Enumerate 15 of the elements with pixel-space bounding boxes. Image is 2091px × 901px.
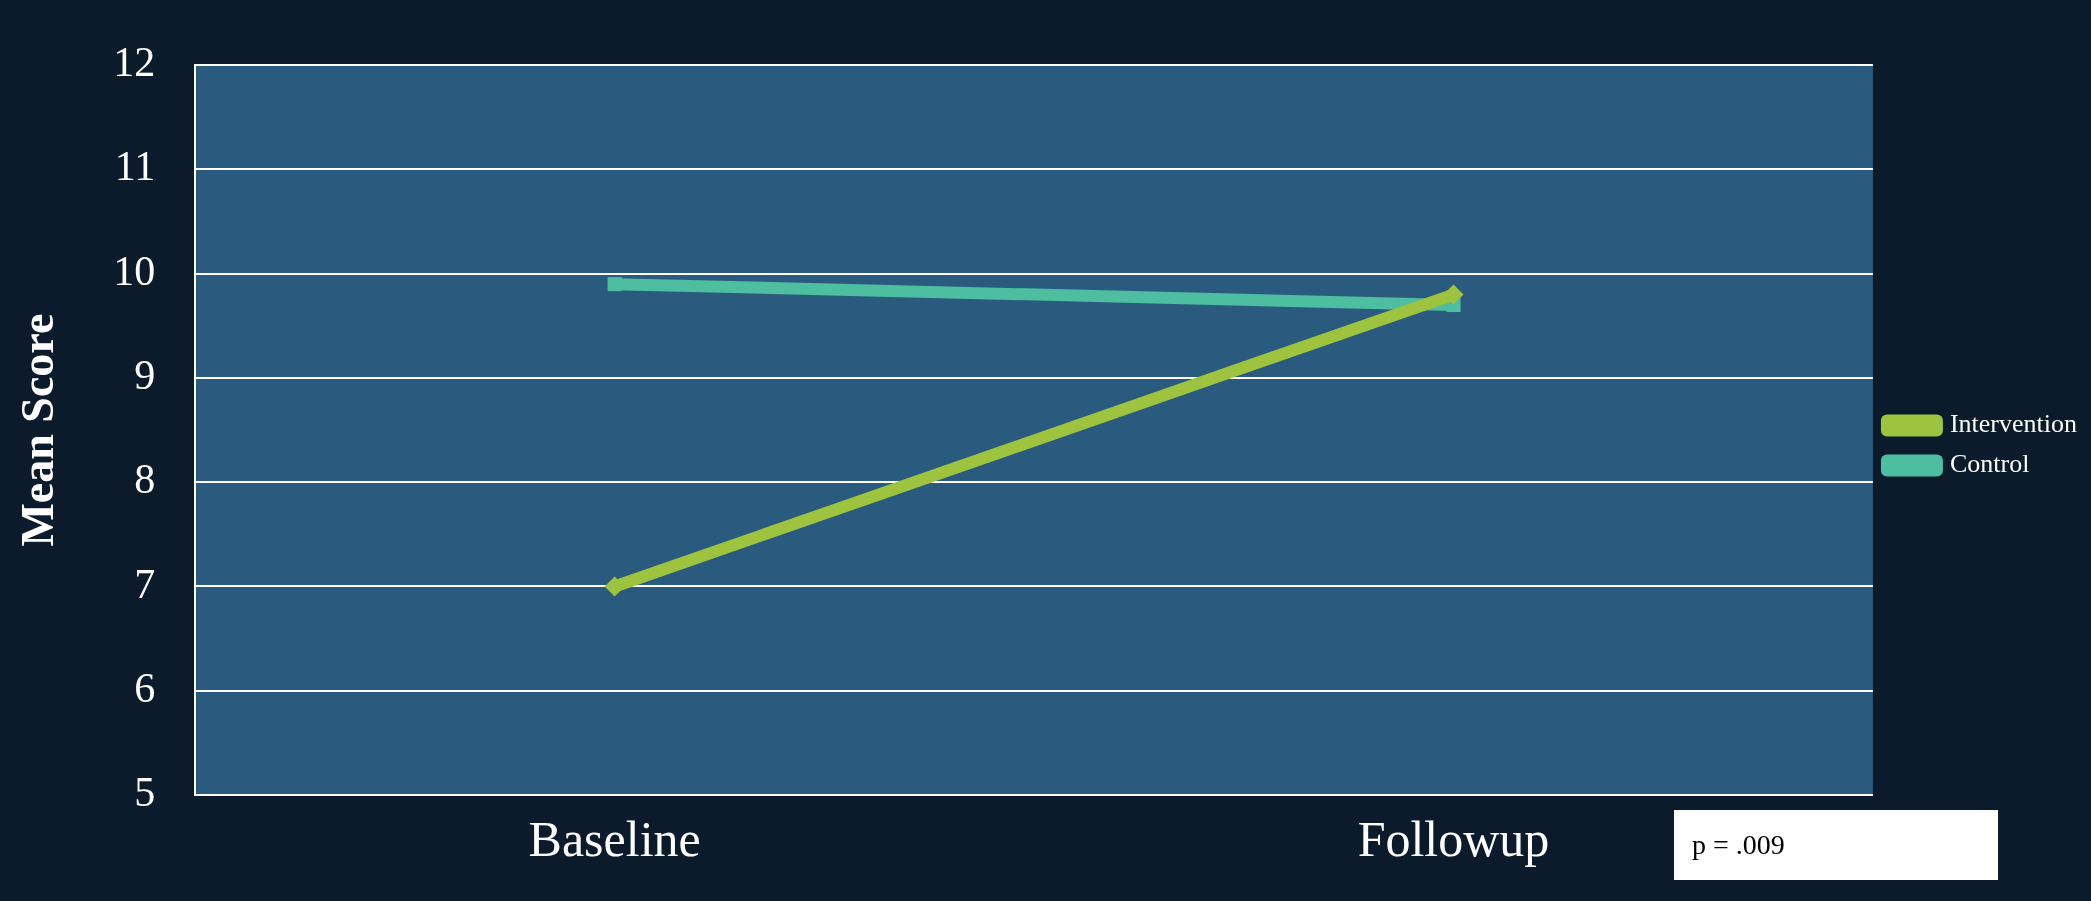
x-tick-label: Baseline (528, 811, 701, 868)
y-tick-label: 9 (134, 352, 156, 398)
y-tick-label: 5 (134, 769, 156, 816)
y-tick-label: 12 (113, 39, 156, 86)
x-tick-label: Followup (1357, 811, 1550, 868)
text: p = .009 (1692, 828, 1785, 862)
y-tick-label: 11 (114, 143, 156, 190)
y-tick-label: 10 (113, 247, 156, 294)
y-tick-label: 7 (134, 560, 156, 607)
y-tick-label: 8 (134, 456, 156, 503)
y-tick-label: 6 (134, 664, 156, 711)
legend-label: Intervention (1949, 409, 2078, 439)
y-axis-title: Mean Score (12, 313, 64, 547)
point (607, 277, 622, 292)
legend-label: Control (1949, 449, 2030, 479)
